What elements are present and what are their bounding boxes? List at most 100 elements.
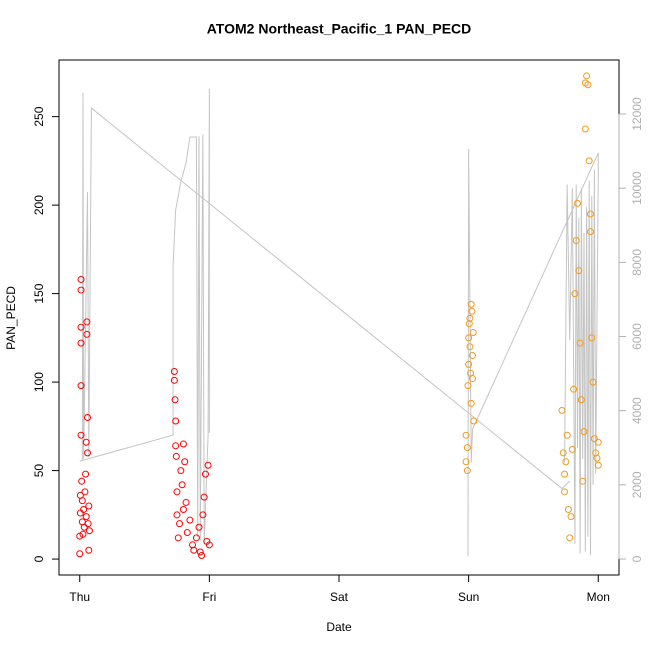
point [584,81,592,89]
point [465,360,473,368]
point [204,461,212,469]
point [84,413,92,421]
point [564,506,572,514]
point [200,493,208,501]
point [463,444,471,452]
point [561,470,569,478]
point [77,323,85,331]
y2-tick-label: 0 [630,555,644,562]
point [190,546,198,554]
point [78,497,86,505]
point [80,523,88,531]
point [586,228,594,236]
point [179,440,187,448]
point [83,318,91,326]
point [467,300,475,308]
point [195,523,203,531]
point [182,498,190,506]
point [77,431,85,439]
point [470,417,478,425]
plot-frame [58,59,620,576]
point [170,367,178,375]
point [570,385,578,393]
point [82,513,90,521]
point [76,550,84,558]
y-tick-label: 150 [32,283,46,303]
y-tick-label: 0 [32,555,46,562]
point [173,488,181,496]
point [201,470,209,478]
x-tick-label: Sat [330,590,349,604]
x-tick-label: Sun [458,590,479,604]
point [196,548,204,556]
point [179,506,187,514]
point [468,307,476,315]
point [84,520,92,528]
point [588,334,596,342]
point [469,352,477,360]
y-axis-label: PAN_PECD [4,286,18,350]
y2-tick-label: 6000 [630,323,644,350]
point [173,511,181,519]
y2-tick-label: 2000 [630,471,644,498]
point [174,534,182,542]
point [183,529,191,537]
y-tick-label: 250 [32,106,46,126]
point [568,445,576,453]
point [575,267,583,275]
point [186,516,194,524]
point [581,125,589,133]
point [579,477,587,485]
point [583,72,591,80]
point [466,314,474,322]
point [80,506,88,514]
point [576,339,584,347]
point [199,511,207,519]
point [192,534,200,542]
point [77,286,85,294]
point [172,417,180,425]
x-tick-label: Thu [69,590,90,604]
x-axis-label: Date [326,620,352,634]
y2-tick-label: 4000 [630,397,644,424]
line-series [79,88,599,557]
point [178,481,186,489]
point [571,290,579,298]
point [85,527,93,535]
point [82,438,90,446]
point [590,435,598,443]
point [585,157,593,165]
point [81,488,89,496]
y-tick-label: 50 [32,464,46,478]
point [593,454,601,462]
y-tick-label: 100 [32,372,46,392]
y2-tick-label: 12000 [630,97,644,131]
point [198,552,206,560]
point [78,477,86,485]
chart-title: ATOM2 Northeast_Pacific_1 PAN_PECD [207,21,472,37]
y2-tick-label: 10000 [630,171,644,205]
point [465,320,473,328]
point [82,470,90,478]
point [462,458,470,466]
point [561,488,569,496]
point [176,520,184,528]
point [171,396,179,404]
point [85,546,93,554]
point [170,376,178,384]
point [177,467,185,475]
point [469,375,477,383]
point [79,530,87,538]
point [77,339,85,347]
point [594,461,602,469]
point [77,275,85,283]
point [172,442,180,450]
point [172,452,180,460]
point [77,382,85,390]
point [83,330,91,338]
point [84,449,92,457]
y2-tick-label: 8000 [630,249,644,276]
point [589,378,597,386]
point [76,509,84,517]
